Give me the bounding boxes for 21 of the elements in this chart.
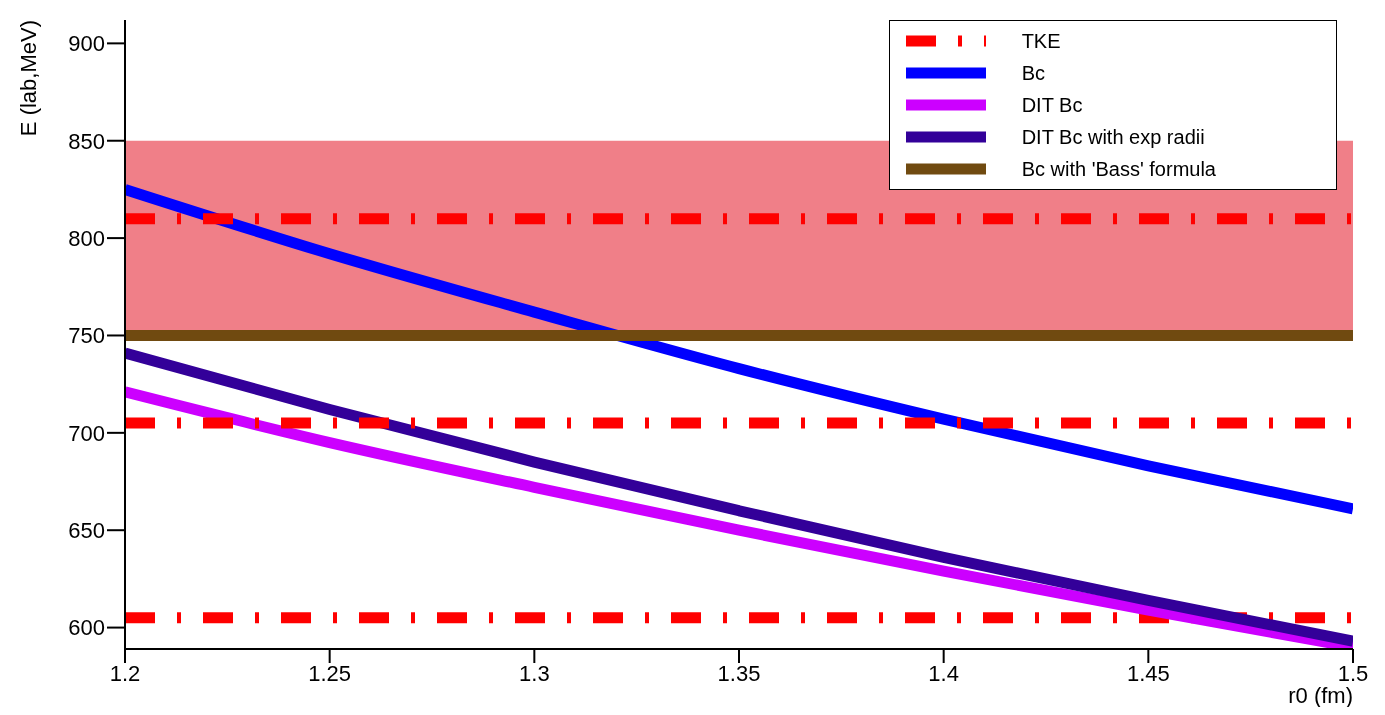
y-tick-label: 850 [68, 128, 105, 154]
y-tick-label: 750 [68, 323, 105, 349]
x-axis-title: r0 (fm) [1288, 683, 1353, 708]
y-tick-label: 900 [68, 31, 105, 57]
y-tick-label: 800 [68, 225, 105, 251]
y-tick-label: 650 [68, 518, 105, 544]
y-axis-title: E (lab,MeV) [16, 20, 41, 137]
legend-label: Bc [1021, 61, 1046, 85]
legend-label: DIT Bc with exp radii [1021, 125, 1206, 149]
x-tick-label: 1.2 [109, 660, 141, 686]
x-tick-label: 1.35 [717, 660, 761, 686]
x-tick-label: 1.45 [1126, 660, 1170, 686]
legend-label: DIT Bc [1021, 93, 1084, 117]
x-tick-label: 1.5 [1337, 660, 1369, 686]
legend-label: Bc with 'Bass' formula [1021, 157, 1217, 181]
x-tick-label: 1.3 [519, 660, 550, 686]
x-tick-label: 1.25 [308, 660, 352, 686]
legend-label: TKE [1021, 29, 1062, 53]
y-tick-label: 700 [68, 420, 105, 446]
y-tick-label: 600 [68, 615, 105, 641]
x-tick-label: 1.4 [928, 660, 959, 686]
